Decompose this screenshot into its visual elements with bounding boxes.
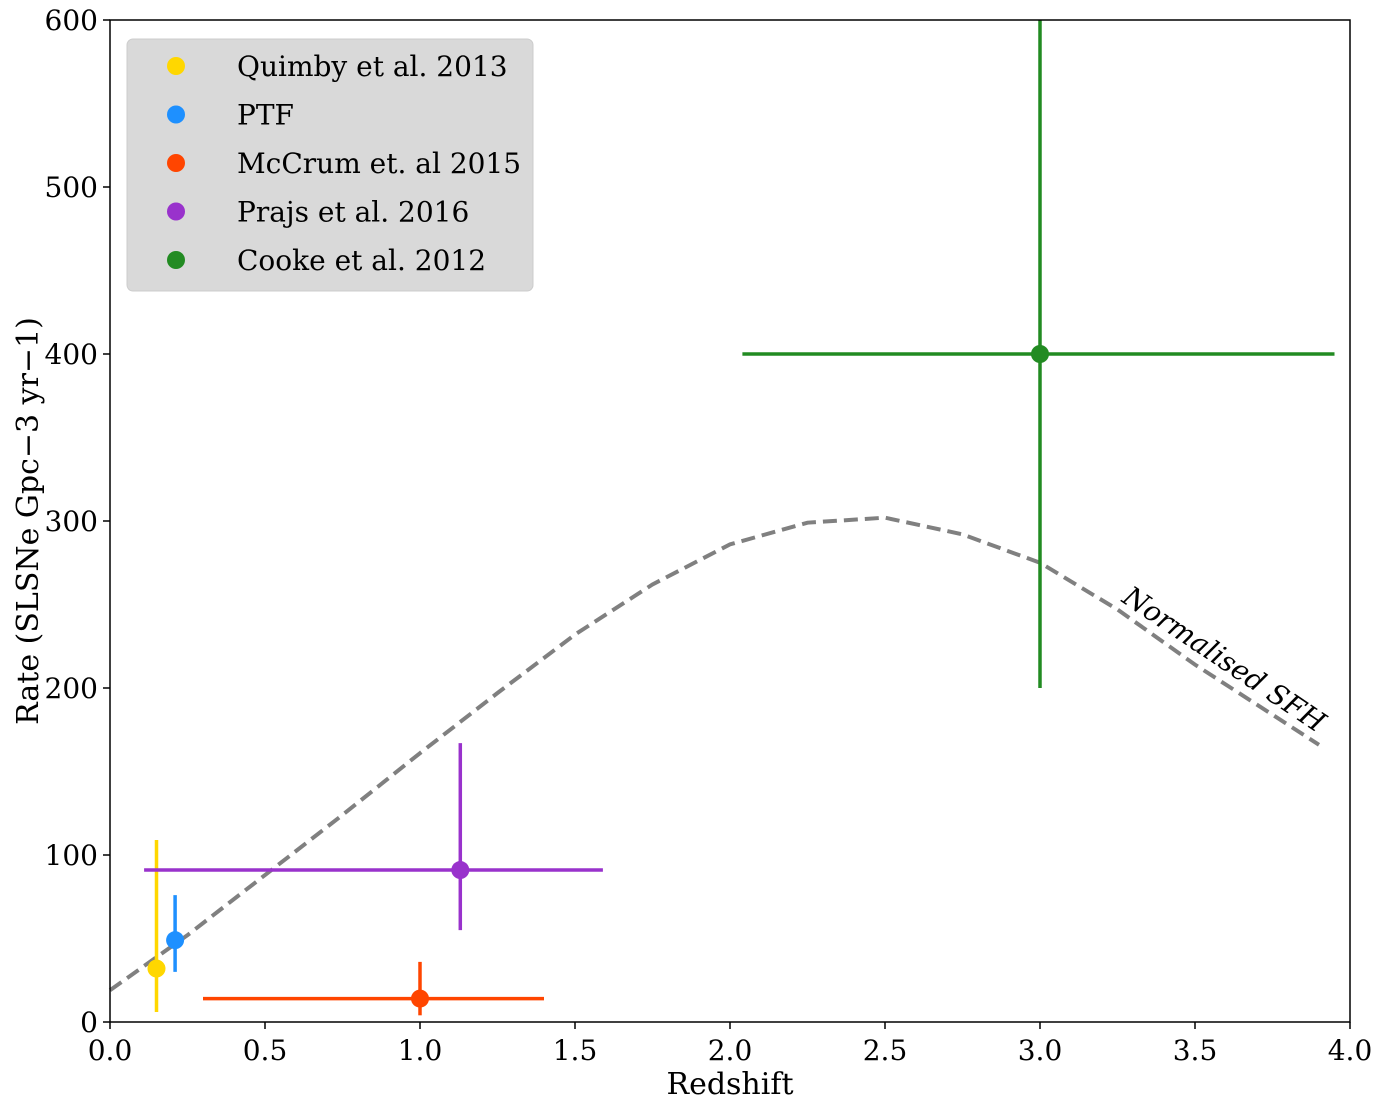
legend-label: Quimby et al. 2013 [237, 50, 508, 83]
data-point [1031, 345, 1049, 363]
legend-label: McCrum et. al 2015 [237, 147, 521, 180]
legend-marker [167, 105, 185, 124]
data-point [166, 931, 185, 950]
y-tick-label: 400 [45, 338, 98, 371]
x-tick-label: 2.5 [863, 1034, 908, 1067]
x-axis-title: Redshift [666, 1067, 793, 1102]
x-tick-label: 4.0 [1328, 1034, 1373, 1067]
legend-item: PTF [167, 99, 294, 132]
x-tick-label: 3.0 [1018, 1034, 1063, 1067]
legend-box [126, 38, 534, 292]
x-tick-label: 1.5 [553, 1034, 598, 1067]
legend-marker [167, 202, 185, 221]
series-1 [166, 895, 185, 972]
data-point [411, 989, 429, 1008]
legend-item: Quimby et al. 2013 [167, 50, 508, 83]
sfh-curve-layer [108, 515, 1321, 992]
series-layer [144, 20, 1335, 1016]
axes-layer: 0.0 0.5 1.0 1.5 2.0 2.5 3.0 3.5 4.0 0 100 200 300 400… [11, 4, 1372, 1102]
y-tick-label: 500 [45, 171, 98, 204]
legend-item: Cooke et al. 2012 [167, 244, 486, 277]
series-0 [147, 839, 166, 1012]
legend-label: Prajs et al. 2016 [237, 196, 469, 229]
y-tick-label: 300 [45, 505, 98, 538]
legend-marker [167, 154, 185, 172]
x-tick-label: 2.0 [708, 1034, 753, 1067]
x-tick-label: 0.0 [88, 1034, 133, 1067]
series-4 [742, 20, 1335, 688]
x-tick-label: 3.5 [1173, 1034, 1218, 1067]
legend: Quimby et al. 2013 PTF McCrum et. al 2015 P… [126, 38, 534, 292]
legend-marker [167, 57, 185, 75]
series-2 [203, 961, 544, 1016]
y-tick-label: 0 [80, 1006, 98, 1039]
y-tick-label: 100 [45, 839, 98, 872]
data-point [451, 861, 470, 880]
y-tick-label: 600 [45, 4, 98, 37]
legend-item: Prajs et al. 2016 [167, 196, 469, 229]
series-3 [144, 743, 603, 931]
legend-label: Cooke et al. 2012 [237, 244, 486, 277]
legend-label: PTF [237, 99, 294, 132]
legend-item: McCrum et. al 2015 [167, 147, 521, 180]
y-tick-label: 200 [45, 672, 98, 705]
legend-marker [167, 251, 185, 269]
y-axis-title: Rate (SLSNe Gpc−3 yr−1) [11, 317, 46, 725]
data-point [147, 959, 166, 978]
curve-label: Normalised SFH [1116, 579, 1332, 739]
x-tick-label: 0.5 [243, 1034, 288, 1067]
sfh-curve [108, 515, 1321, 992]
x-tick-label: 1.0 [398, 1034, 443, 1067]
